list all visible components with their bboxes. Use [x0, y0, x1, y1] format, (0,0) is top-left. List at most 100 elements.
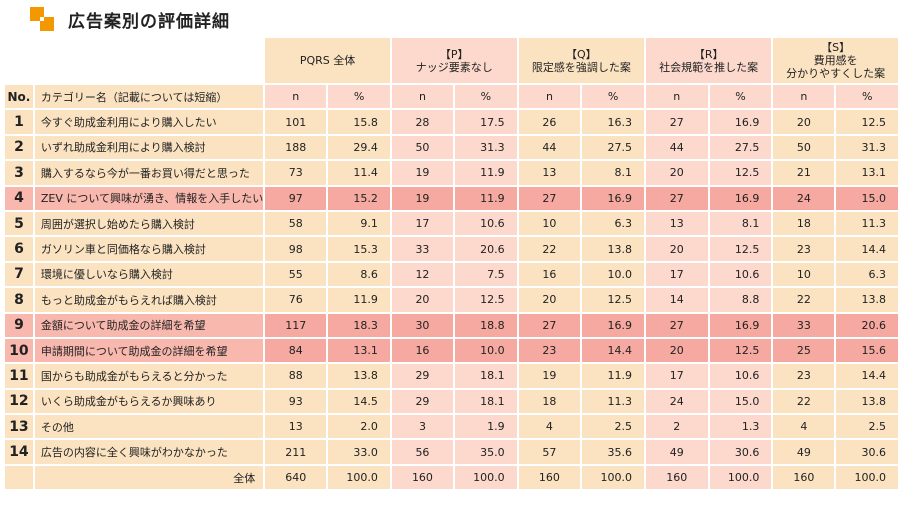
table-row: 5 周囲が選択し始めたら購入検討 58 9.1 17 10.6 10 6.3 13 8.1 18 11… — [5, 211, 898, 236]
cell-percent: 16.9 — [582, 186, 644, 210]
cell-percent: 13.8 — [836, 288, 898, 312]
cell-count: 27 — [646, 110, 708, 134]
table-row: 13 その他 13 2.0 3 1.9 4 2.5 2 1.3 4 2.5 — [5, 415, 898, 439]
cell-percent: 1.3 — [709, 415, 772, 439]
cell-count: 73 — [265, 161, 327, 185]
total-percent: 100.0 — [709, 465, 772, 490]
cell-count: 13 — [518, 161, 581, 185]
table-row: 1 今すぐ助成金利用により購入したい 101 15.8 28 17.5 26 16.3 27 16… — [5, 110, 898, 134]
table-row: 12 いくら助成金がもらえるか興味あり 93 14.5 29 18.1 18 11.3 24 15… — [5, 389, 898, 414]
cell-percent: 9.1 — [328, 211, 390, 236]
cell-count: 22 — [518, 237, 581, 261]
table-row: 4 ZEV について興味が湧き、情報を入手したい 97 15.2 19 11.9 27 16.… — [5, 186, 898, 210]
row-number: 4 — [5, 186, 33, 210]
cell-count: 10 — [518, 211, 581, 236]
cell-count: 27 — [646, 313, 708, 337]
cell-percent: 12.5 — [709, 338, 772, 363]
table-row: 11 国からも助成金がもらえると分かった 88 13.8 29 18.1 19 11.9 17 1… — [5, 364, 898, 388]
row-number: 13 — [5, 415, 33, 439]
row-category: 申請期間について助成金の詳細を希望 — [34, 338, 264, 363]
table-row: 10 申請期間について助成金の詳細を希望 84 13.1 16 10.0 23 14.4 20 1… — [5, 338, 898, 363]
cell-count: 3 — [391, 415, 454, 439]
row-category: 今すぐ助成金利用により購入したい — [34, 110, 264, 134]
cell-percent: 10.0 — [582, 262, 644, 287]
row-category: 購入するなら今が一番お買い得だと思った — [34, 161, 264, 185]
cell-count: 23 — [518, 338, 581, 363]
header-category: カテゴリー名（記載については短縮） — [34, 85, 264, 109]
header-pct: % — [455, 85, 517, 109]
row-category: ガソリン車と同価格なら購入検討 — [34, 237, 264, 261]
cell-percent: 8.6 — [328, 262, 390, 287]
cell-count: 56 — [391, 440, 454, 464]
cell-percent: 33.0 — [328, 440, 390, 464]
cell-percent: 18.3 — [328, 313, 390, 337]
cell-percent: 16.3 — [582, 110, 644, 134]
cell-count: 4 — [518, 415, 581, 439]
total-count: 160 — [646, 465, 708, 490]
cell-percent: 30.6 — [709, 440, 772, 464]
cell-count: 21 — [773, 161, 835, 185]
cell-percent: 8.1 — [709, 211, 772, 236]
cell-count: 88 — [265, 364, 327, 388]
cell-percent: 8.8 — [709, 288, 772, 312]
row-category: ZEV について興味が湧き、情報を入手したい — [34, 186, 264, 210]
cell-percent: 20.6 — [455, 237, 517, 261]
cell-percent: 14.4 — [836, 364, 898, 388]
cell-percent: 16.9 — [582, 313, 644, 337]
cell-percent: 15.3 — [328, 237, 390, 261]
cell-count: 22 — [773, 288, 835, 312]
cell-percent: 31.3 — [455, 135, 517, 160]
cell-percent: 2.0 — [328, 415, 390, 439]
cell-percent: 15.0 — [709, 389, 772, 414]
cell-count: 29 — [391, 364, 454, 388]
cell-count: 27 — [518, 313, 581, 337]
row-number: 11 — [5, 364, 33, 388]
cell-percent: 2.5 — [582, 415, 644, 439]
cell-count: 17 — [646, 262, 708, 287]
table-row: 7 環境に優しいなら購入検討 55 8.6 12 7.5 16 10.0 17 10.6 10 6.3 — [5, 262, 898, 287]
cell-count: 23 — [773, 237, 835, 261]
cell-count: 44 — [518, 135, 581, 160]
row-category: いくら助成金がもらえるか興味あり — [34, 389, 264, 414]
row-number: 3 — [5, 161, 33, 185]
page-title: 広告案別の評価詳細 — [68, 11, 230, 32]
header-pct: % — [709, 85, 772, 109]
group-header-pqrs: PQRS 全体 — [265, 38, 390, 83]
cell-count: 211 — [265, 440, 327, 464]
row-number: 7 — [5, 262, 33, 287]
cell-percent: 27.5 — [582, 135, 644, 160]
table-row: 9 金額について助成金の詳細を希望 117 18.3 30 18.8 27 16.9 27 16.… — [5, 313, 898, 337]
total-count: 640 — [265, 465, 327, 490]
cell-count: 33 — [391, 237, 454, 261]
cell-count: 50 — [391, 135, 454, 160]
row-number: 8 — [5, 288, 33, 312]
cell-count: 76 — [265, 288, 327, 312]
cell-percent: 16.9 — [709, 313, 772, 337]
cell-percent: 2.5 — [836, 415, 898, 439]
cell-percent: 30.6 — [836, 440, 898, 464]
cell-count: 101 — [265, 110, 327, 134]
cell-percent: 20.6 — [836, 313, 898, 337]
cell-percent: 14.4 — [582, 338, 644, 363]
table-row: 8 もっと助成金がもらえれば購入検討 76 11.9 20 12.5 20 12.5 14 8.8… — [5, 288, 898, 312]
cell-count: 25 — [773, 338, 835, 363]
header-n: n — [391, 85, 454, 109]
total-count: 160 — [773, 465, 835, 490]
total-row: 全体 640 100.0 160 100.0 160 100.0 160 100.0 160 100… — [5, 465, 898, 490]
cell-count: 44 — [646, 135, 708, 160]
cell-percent: 29.4 — [328, 135, 390, 160]
cell-percent: 6.3 — [582, 211, 644, 236]
cell-count: 2 — [646, 415, 708, 439]
cell-count: 49 — [646, 440, 708, 464]
cell-count: 50 — [773, 135, 835, 160]
logo-icon — [30, 7, 54, 31]
cell-percent: 16.9 — [709, 110, 772, 134]
cell-count: 22 — [773, 389, 835, 414]
cell-count: 20 — [646, 237, 708, 261]
row-category: 環境に優しいなら購入検討 — [34, 262, 264, 287]
row-category: もっと助成金がもらえれば購入検討 — [34, 288, 264, 312]
row-category: 金額について助成金の詳細を希望 — [34, 313, 264, 337]
cell-percent: 11.3 — [836, 211, 898, 236]
cell-count: 28 — [391, 110, 454, 134]
group-header-r: 【R】 社会規範を推した案 — [646, 38, 772, 83]
